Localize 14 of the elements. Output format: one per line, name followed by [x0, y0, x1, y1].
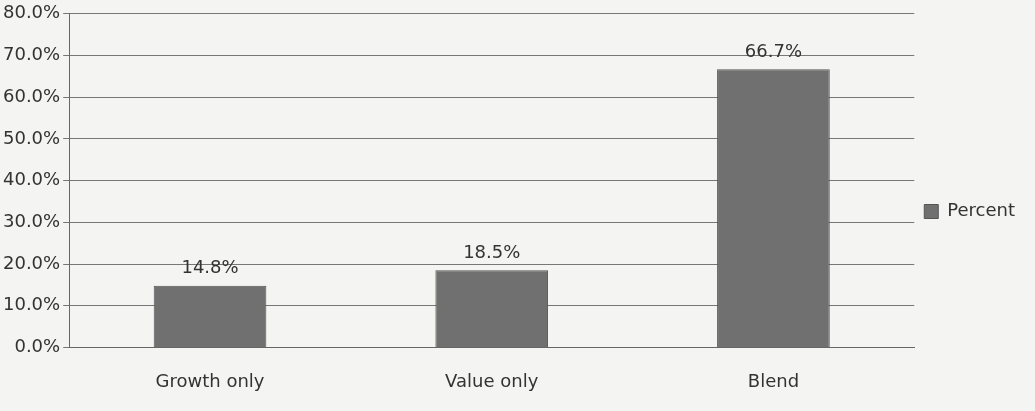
y-tick-label: 80.0%	[2, 1, 61, 23]
y-tick-label: 20.0%	[2, 251, 61, 273]
y-tick-label: 30.0%	[2, 209, 61, 231]
y-tick-label: 0.0%	[14, 335, 61, 357]
x-tick-label: Value only	[445, 369, 539, 391]
x-tick-label: Blend	[747, 369, 800, 391]
y-tick-label: 60.0%	[2, 84, 61, 106]
y-tick-label: 70.0%	[2, 43, 61, 65]
y-tick-label: 40.0%	[2, 168, 61, 190]
x-tick-label: Growth only	[155, 369, 265, 391]
y-tick-label: 50.0%	[2, 126, 61, 148]
y-tick-label: 10.0%	[2, 293, 61, 315]
data-label: 18.5%	[463, 240, 521, 262]
legend-label: Percent	[947, 199, 1016, 221]
